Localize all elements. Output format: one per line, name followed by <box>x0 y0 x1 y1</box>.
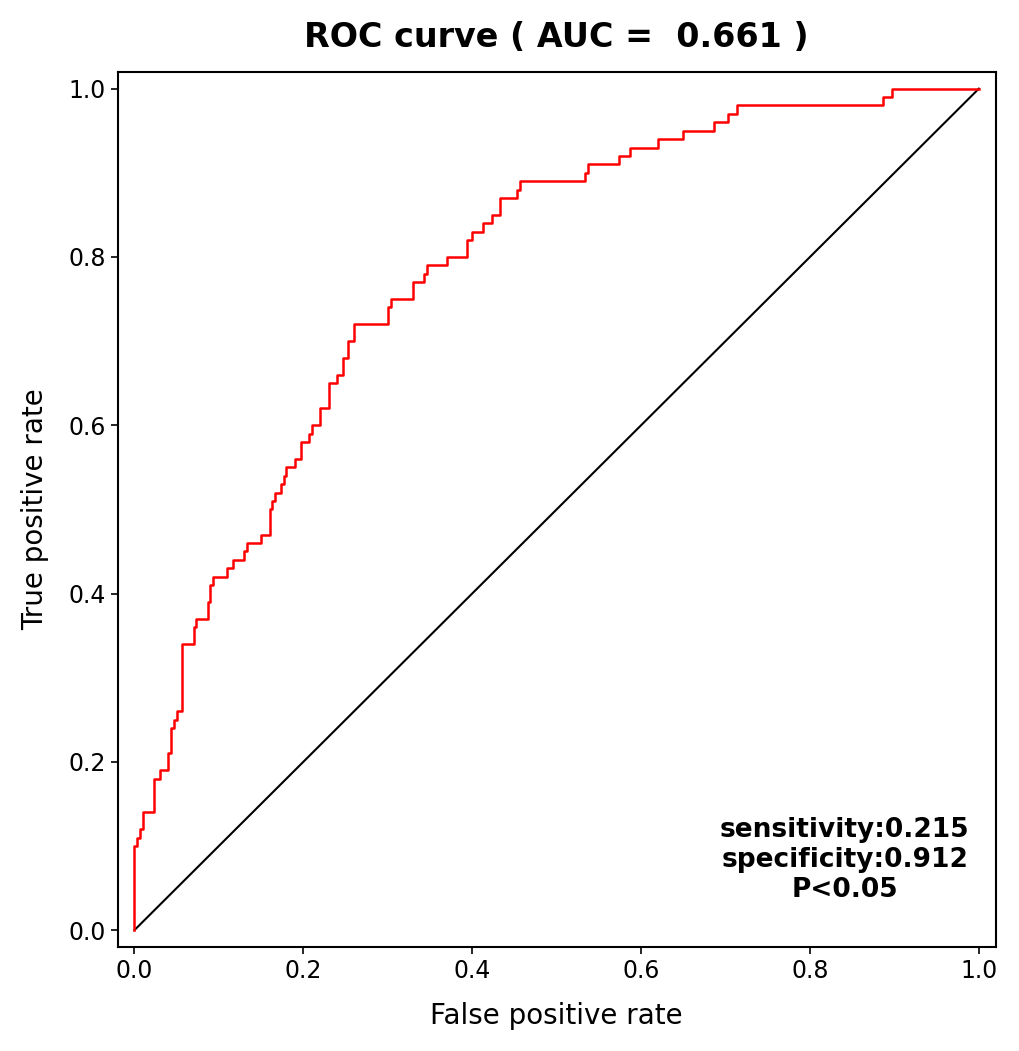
X-axis label: False positive rate: False positive rate <box>430 1003 683 1030</box>
Text: sensitivity:0.215
specificity:0.912
P<0.05: sensitivity:0.215 specificity:0.912 P<0.… <box>719 818 968 903</box>
Y-axis label: True positive rate: True positive rate <box>20 389 49 631</box>
Title: ROC curve ( AUC =  0.661 ): ROC curve ( AUC = 0.661 ) <box>304 21 808 54</box>
